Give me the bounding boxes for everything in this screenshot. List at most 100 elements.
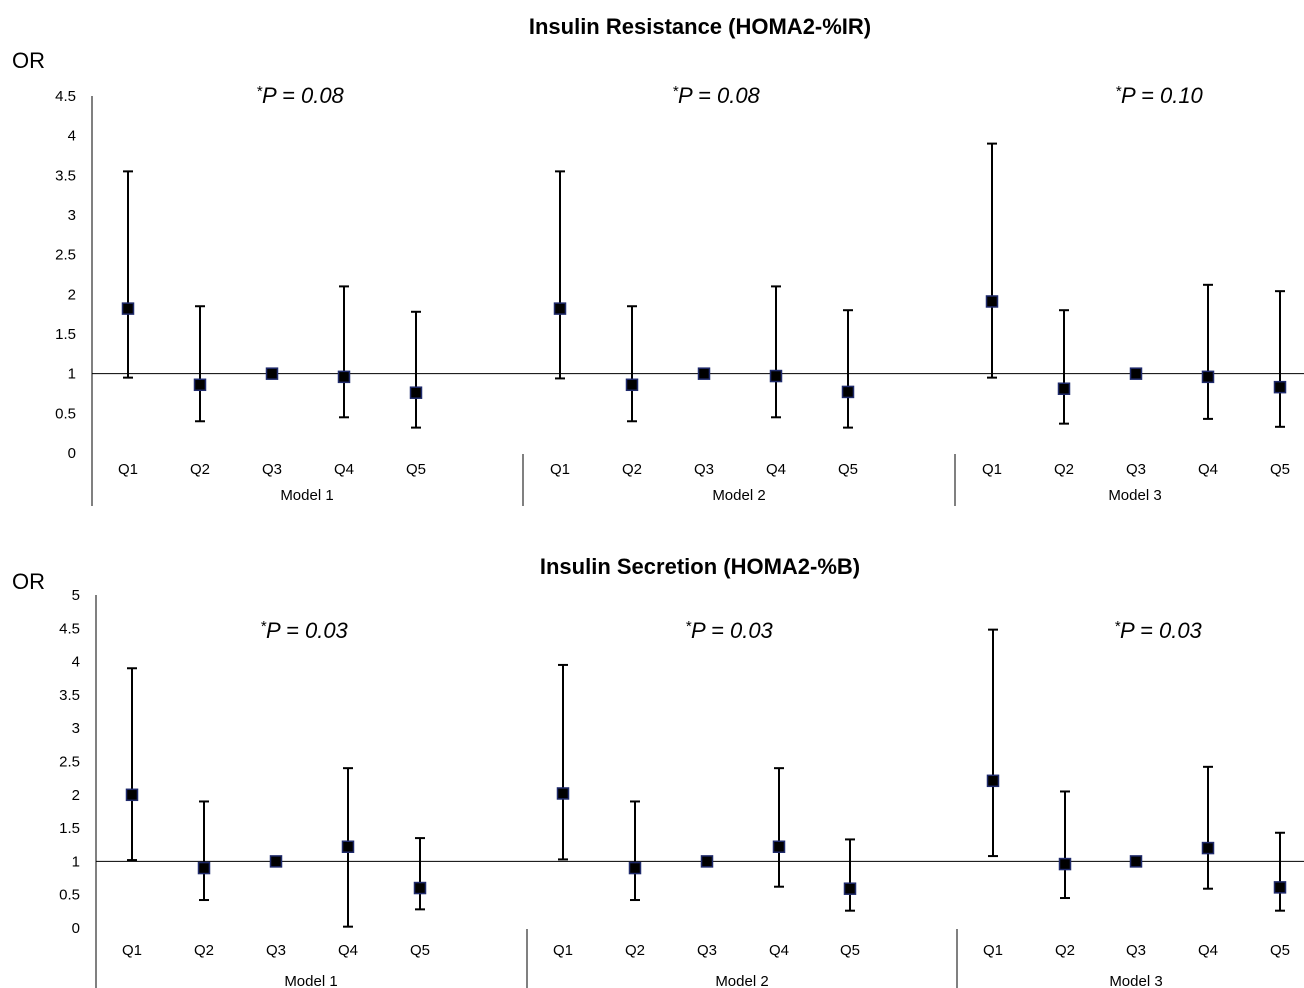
data-point-q2 [193, 378, 207, 392]
p-value-text: P = 0.03 [266, 618, 349, 643]
data-point-q5 [409, 386, 423, 399]
group-model-2: *P = 0.08 Model 2 Q1 Q2 Q3 Q4 Q5 [550, 83, 858, 504]
insulin-resistance-panel: Insulin Resistance (HOMA2-%IR) OR 0 0.5 1 1.5… [12, 14, 1304, 506]
data-point-q5 [841, 385, 855, 399]
category-label: Q2 [194, 942, 214, 959]
y-tick-label: 1 [68, 366, 76, 383]
y-tick-label: 3.5 [55, 167, 76, 184]
p-value-text: P = 0.03 [691, 618, 774, 643]
data-point-q2 [1057, 382, 1071, 395]
category-label: Q2 [190, 461, 210, 478]
group-label: Model 3 [1109, 973, 1162, 988]
data-point-q5 [1273, 881, 1287, 894]
data-point-q4 [1201, 841, 1215, 855]
p-value-label: *P = 0.08 [256, 83, 344, 108]
y-tick-label: 1 [72, 853, 80, 870]
category-label: Q4 [1198, 942, 1218, 959]
data-point-q3 [700, 855, 714, 868]
data-point-q4 [772, 840, 786, 853]
p-value-label: *P = 0.03 [260, 618, 348, 643]
data-point-q4 [341, 840, 355, 853]
y-tick-label: 3 [68, 207, 76, 224]
data-point-q3 [697, 367, 711, 380]
category-label: Q5 [406, 461, 426, 478]
chart-title: Insulin Secretion (HOMA2-%B) [540, 554, 860, 579]
data-point-q4 [1201, 370, 1215, 384]
data-point-q3 [1129, 367, 1143, 380]
data-point-q4 [337, 370, 351, 384]
category-label: Q1 [553, 942, 573, 959]
category-label: Q1 [550, 461, 570, 478]
data-point-q1 [556, 787, 570, 800]
y-tick-label: 1.5 [55, 326, 76, 343]
category-label: Q4 [769, 942, 789, 959]
group-model-1: *P = 0.08 Model 1 Q1 Q2 Q3 Q4 Q5 [118, 83, 426, 504]
p-value-label: *P = 0.10 [1115, 83, 1203, 108]
data-point-q2 [625, 378, 639, 392]
data-point-q3 [1129, 855, 1143, 868]
p-value-text: P = 0.08 [678, 83, 761, 108]
y-tick-label: 4 [72, 654, 80, 671]
y-tick-label: 2 [72, 787, 80, 804]
category-label: Q1 [122, 942, 142, 959]
p-value-star: * [672, 83, 679, 100]
data-point-q2 [197, 861, 211, 875]
category-label: Q3 [697, 942, 717, 959]
y-tick-label: 2.5 [59, 754, 80, 771]
group-model-2: *P = 0.03 Model 2 Q1 Q2 Q3 Q4 Q5 [553, 618, 860, 988]
y-tick-label: 0.5 [59, 887, 80, 904]
data-point-q1 [121, 302, 135, 315]
group-model-1: *P = 0.03 Model 1 Q1 Q2 Q3 Q4 Q5 [122, 618, 430, 988]
chart-title: Insulin Resistance (HOMA2-%IR) [529, 14, 871, 39]
p-value-label: *P = 0.03 [685, 618, 773, 643]
y-tick-label: 5 [72, 587, 80, 604]
y-tick-label: 4.5 [59, 620, 80, 637]
category-label: Q5 [410, 942, 430, 959]
data-point-q1 [125, 788, 139, 802]
y-axis-label: OR [12, 569, 45, 594]
y-tick-label: 4.5 [55, 88, 76, 105]
data-point-q3 [265, 367, 279, 380]
p-value-text: P = 0.08 [262, 83, 345, 108]
group-label: Model 1 [280, 487, 333, 504]
category-label: Q2 [625, 942, 645, 959]
p-value-star: * [260, 618, 267, 635]
group-model-3: *P = 0.10 Model 3 Q1 Q2 Q3 Q4 Q5 [982, 83, 1290, 504]
data-point-q2 [628, 861, 642, 875]
insulin-secretion-panel: Insulin Secretion (HOMA2-%B) OR 0 0.5 1 1.5 2 2… [12, 554, 1304, 988]
p-value-label: *P = 0.08 [672, 83, 760, 108]
data-point-q3 [269, 855, 283, 868]
p-value-star: * [256, 83, 263, 100]
category-label: Q4 [1198, 461, 1218, 478]
category-label: Q2 [622, 461, 642, 478]
category-label: Q1 [983, 942, 1003, 959]
y-tick-label: 2 [68, 286, 76, 303]
y-axis-label: OR [12, 48, 45, 73]
y-tick-label: 4 [68, 128, 76, 145]
y-tick-label: 2.5 [55, 247, 76, 264]
group-label: Model 2 [715, 973, 768, 988]
y-tick-label: 0 [68, 445, 76, 462]
group-label: Model 2 [712, 487, 765, 504]
category-label: Q3 [1126, 461, 1146, 478]
p-value-label: *P = 0.03 [1114, 618, 1202, 643]
data-point-q1 [985, 295, 999, 308]
group-label: Model 1 [284, 973, 337, 988]
group-model-3: *P = 0.03 Model 3 Q1 Q2 Q3 Q4 Q5 [983, 618, 1290, 988]
category-label: Q5 [1270, 461, 1290, 478]
category-label: Q3 [1126, 942, 1146, 959]
data-point-q1 [553, 302, 567, 315]
category-label: Q4 [766, 461, 786, 478]
p-value-star: * [1115, 83, 1122, 100]
y-tick-label: 0 [72, 920, 80, 937]
data-point-q5 [413, 881, 427, 895]
category-label: Q5 [838, 461, 858, 478]
data-point-q1 [986, 774, 1000, 788]
p-value-star: * [685, 618, 692, 635]
data-point-q2 [1058, 857, 1072, 871]
category-label: Q3 [266, 942, 286, 959]
category-label: Q5 [1270, 942, 1290, 959]
category-label: Q1 [118, 461, 138, 478]
category-label: Q2 [1054, 461, 1074, 478]
p-value-text: P = 0.03 [1120, 618, 1203, 643]
